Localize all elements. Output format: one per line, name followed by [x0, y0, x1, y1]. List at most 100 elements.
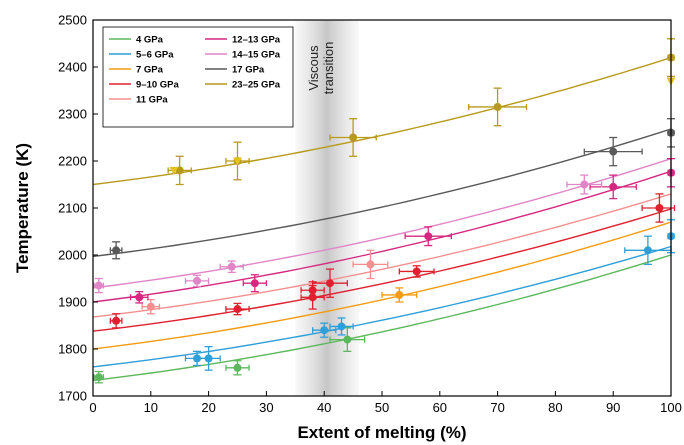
legend-label: 14–15 GPa — [232, 50, 281, 61]
circle-marker — [250, 279, 259, 288]
data-point-9-10-gpa — [300, 284, 325, 310]
circle-marker — [112, 316, 121, 325]
x-tick-label: 40 — [317, 400, 331, 415]
circle-marker — [424, 232, 433, 241]
x-tick-label: 100 — [660, 400, 682, 415]
circle-marker — [325, 279, 334, 288]
y-tick-label: 2300 — [58, 107, 87, 122]
data-point-23-25-gpa-triangle — [233, 157, 242, 166]
x-tick-label: 90 — [606, 400, 620, 415]
fit-line-23-25-gpa — [92, 56, 672, 186]
legend-label: 5–6 GPa — [136, 50, 174, 61]
circle-marker — [227, 262, 236, 271]
data-point-12-13-gpa — [129, 291, 149, 304]
data-point-9-10-gpa — [311, 268, 348, 298]
circle-marker — [94, 373, 103, 382]
circle-marker — [493, 102, 502, 111]
x-axis-ticks: 0 10 20 30 40 50 60 70 80 90 100 — [89, 391, 682, 415]
x-tick-label: 60 — [433, 400, 447, 415]
y-tick-label: 2400 — [58, 60, 87, 75]
circle-marker — [146, 302, 155, 311]
data-point-23-25-gpa — [329, 118, 377, 157]
circle-marker — [580, 180, 589, 189]
y-tick-label: 2200 — [58, 154, 87, 169]
data-point-14-15-gpa — [184, 274, 210, 288]
legend-box — [102, 26, 294, 128]
data-point-12-13-gpa — [404, 226, 453, 247]
data-point-5-6-gpa — [329, 317, 354, 336]
circle-marker — [175, 166, 184, 175]
circle-marker — [320, 326, 329, 335]
circle-marker — [609, 147, 618, 156]
legend-label: 4 GPa — [136, 35, 164, 46]
legend-item-17-gpa: 17 GPa — [205, 65, 265, 76]
triangle-marker — [169, 166, 179, 175]
data-point-7-gpa — [381, 287, 418, 303]
viscous-transition-label-line-2: transition — [321, 42, 336, 95]
data-point-5-6-gpa — [624, 235, 672, 266]
legend-label: 23–25 GPa — [232, 80, 281, 91]
circle-marker — [193, 276, 202, 285]
legend-label: 11 GPa — [136, 95, 168, 106]
legend-label: 7 GPa — [136, 65, 164, 76]
data-point-12-13-gpa — [589, 174, 637, 200]
data-point-9-10-gpa — [109, 313, 123, 329]
data-point-4-gpa — [93, 370, 105, 384]
x-tick-label: 10 — [144, 400, 158, 415]
data-points — [93, 38, 676, 384]
fit-line-17-gpa — [92, 128, 672, 258]
fit-line-7-gpa — [92, 221, 672, 350]
data-point-9-10-gpa — [398, 265, 435, 278]
circle-marker — [395, 290, 404, 299]
y-tick-label: 1800 — [58, 342, 87, 357]
fit-lines — [92, 56, 672, 382]
legend-item-5-6-gpa: 5–6 GPa — [109, 50, 174, 61]
viscous-transition-band — [295, 20, 359, 396]
x-tick-label: 0 — [89, 400, 96, 415]
x-tick-label: 70 — [490, 400, 504, 415]
circle-marker — [609, 182, 618, 191]
circle-marker — [233, 363, 242, 372]
data-point-14-15-gpa — [219, 260, 244, 274]
fit-line-9-10-gpa — [92, 208, 672, 332]
x-tick-label: 20 — [201, 400, 215, 415]
legend-label: 17 GPa — [232, 65, 265, 76]
circle-marker — [94, 281, 103, 290]
legend-label: 12–13 GPa — [232, 35, 281, 46]
data-point-4-gpa — [225, 360, 250, 376]
x-tick-label: 30 — [259, 400, 273, 415]
circle-marker — [366, 260, 375, 269]
y-tick-label: 1700 — [58, 389, 87, 404]
circle-marker — [308, 293, 317, 302]
data-point-9-10-gpa — [641, 193, 676, 223]
y-axis-title: Temperature (K) — [13, 143, 32, 273]
legend-item-12-13-gpa: 12–13 GPa — [205, 35, 281, 46]
x-tick-label: 80 — [548, 400, 562, 415]
y-axis-ticks: 1700 1800 1900 2000 2100 2200 2300 2400 2500 — [58, 13, 98, 404]
circle-marker — [343, 335, 352, 344]
circle-marker — [135, 293, 144, 302]
legend-item-14-15-gpa: 14–15 GPa — [205, 50, 281, 61]
viscous-transition-label-line-1: Viscous — [306, 45, 321, 91]
fit-line-12-13-gpa — [92, 170, 672, 303]
data-point-17-gpa — [583, 136, 643, 167]
y-tick-label: 2500 — [58, 13, 87, 28]
data-point-17-gpa — [109, 241, 123, 260]
legend-label: 9–10 GPa — [136, 80, 179, 91]
legend-item-23-25-gpa: 23–25 GPa — [205, 80, 281, 91]
circle-marker — [233, 305, 242, 314]
circle-marker — [112, 246, 121, 255]
fit-line-14-15-gpa — [92, 158, 672, 289]
circle-marker — [204, 354, 213, 363]
y-tick-label: 2100 — [58, 201, 87, 216]
x-tick-label: 50 — [375, 400, 389, 415]
y-tick-label: 2000 — [58, 248, 87, 263]
circle-marker — [412, 267, 421, 276]
data-point-5-6-gpa — [196, 345, 221, 371]
fit-line-11-gpa — [92, 193, 672, 318]
circle-marker — [643, 246, 652, 255]
fit-line-5-6-gpa — [92, 245, 672, 368]
data-point-23-25-gpa-triangle — [169, 166, 179, 175]
data-point-12-13-gpa — [242, 274, 268, 293]
